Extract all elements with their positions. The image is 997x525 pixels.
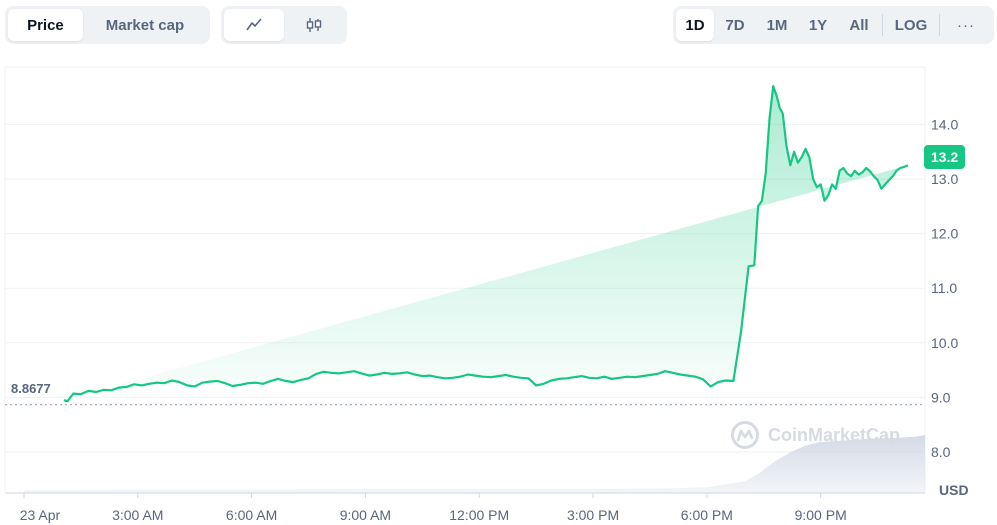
- x-tick-label: 12:00 PM: [449, 507, 509, 523]
- price-area: [63, 85, 909, 403]
- y-tick-label: 8.0: [931, 444, 951, 460]
- tab-price[interactable]: Price: [8, 9, 83, 41]
- range-1y[interactable]: 1Y: [808, 16, 828, 34]
- more-options-button[interactable]: ···: [957, 16, 975, 34]
- candlestick-button[interactable]: [284, 9, 344, 41]
- candlestick-icon: [306, 18, 322, 32]
- coinmarketcap-logo-icon: [731, 421, 759, 449]
- price-line: [63, 85, 909, 403]
- y-tick-label: 13.0: [931, 171, 958, 187]
- price-area-fill: [63, 86, 908, 402]
- x-tick-label: 3:00 AM: [112, 507, 163, 523]
- watermark: CoinMarketCap: [730, 420, 900, 450]
- y-tick-label: 10.0: [931, 335, 958, 351]
- x-axis: 23 Apr 3:00 AM 6:00 AM 9:00 AM 12:00 PM 3:00 …: [5, 492, 925, 523]
- watermark-text: CoinMarketCap: [768, 424, 901, 445]
- open-price-label: 8.8677: [11, 381, 51, 396]
- x-tick-label: 9:00 AM: [340, 507, 391, 523]
- x-tick-label: 6:00 PM: [681, 507, 733, 523]
- y-tick-label: 9.0: [931, 389, 951, 405]
- range-7d[interactable]: 7D: [725, 16, 745, 34]
- range-1d[interactable]: 1D: [676, 9, 714, 41]
- x-tick-label: 9:00 PM: [795, 507, 847, 523]
- x-tick-label: 3:00 PM: [567, 507, 619, 523]
- x-tick-label: 6:00 AM: [226, 507, 277, 523]
- range-all[interactable]: All: [849, 16, 869, 34]
- volume-fill: [23, 435, 926, 493]
- range-tabs: 1D 7D 1M 1Y All LOG ···: [673, 6, 994, 44]
- chart-type-tabs: [221, 6, 347, 44]
- current-price-badge: 13.2: [924, 145, 965, 169]
- range-divider: [882, 14, 883, 36]
- y-tick-label: 14.0: [931, 116, 958, 132]
- line-chart-icon: [246, 18, 262, 31]
- line-chart-button[interactable]: [224, 9, 284, 41]
- metric-tabs: Price Market cap: [5, 6, 210, 44]
- y-tick-label: 12.0: [931, 226, 958, 242]
- y-tick-label: 11.0: [931, 280, 957, 296]
- currency-label: USD: [939, 482, 969, 498]
- y-axis: 8.0 9.0 10.0 11.0 12.0 13.0 14.0: [931, 116, 958, 460]
- range-1m[interactable]: 1M: [766, 16, 788, 34]
- x-tick-label: 23 Apr: [20, 507, 61, 523]
- range-divider: [939, 14, 940, 36]
- volume-area: [23, 435, 926, 493]
- log-toggle[interactable]: LOG: [894, 16, 928, 34]
- tab-market-cap[interactable]: Market cap: [105, 16, 185, 34]
